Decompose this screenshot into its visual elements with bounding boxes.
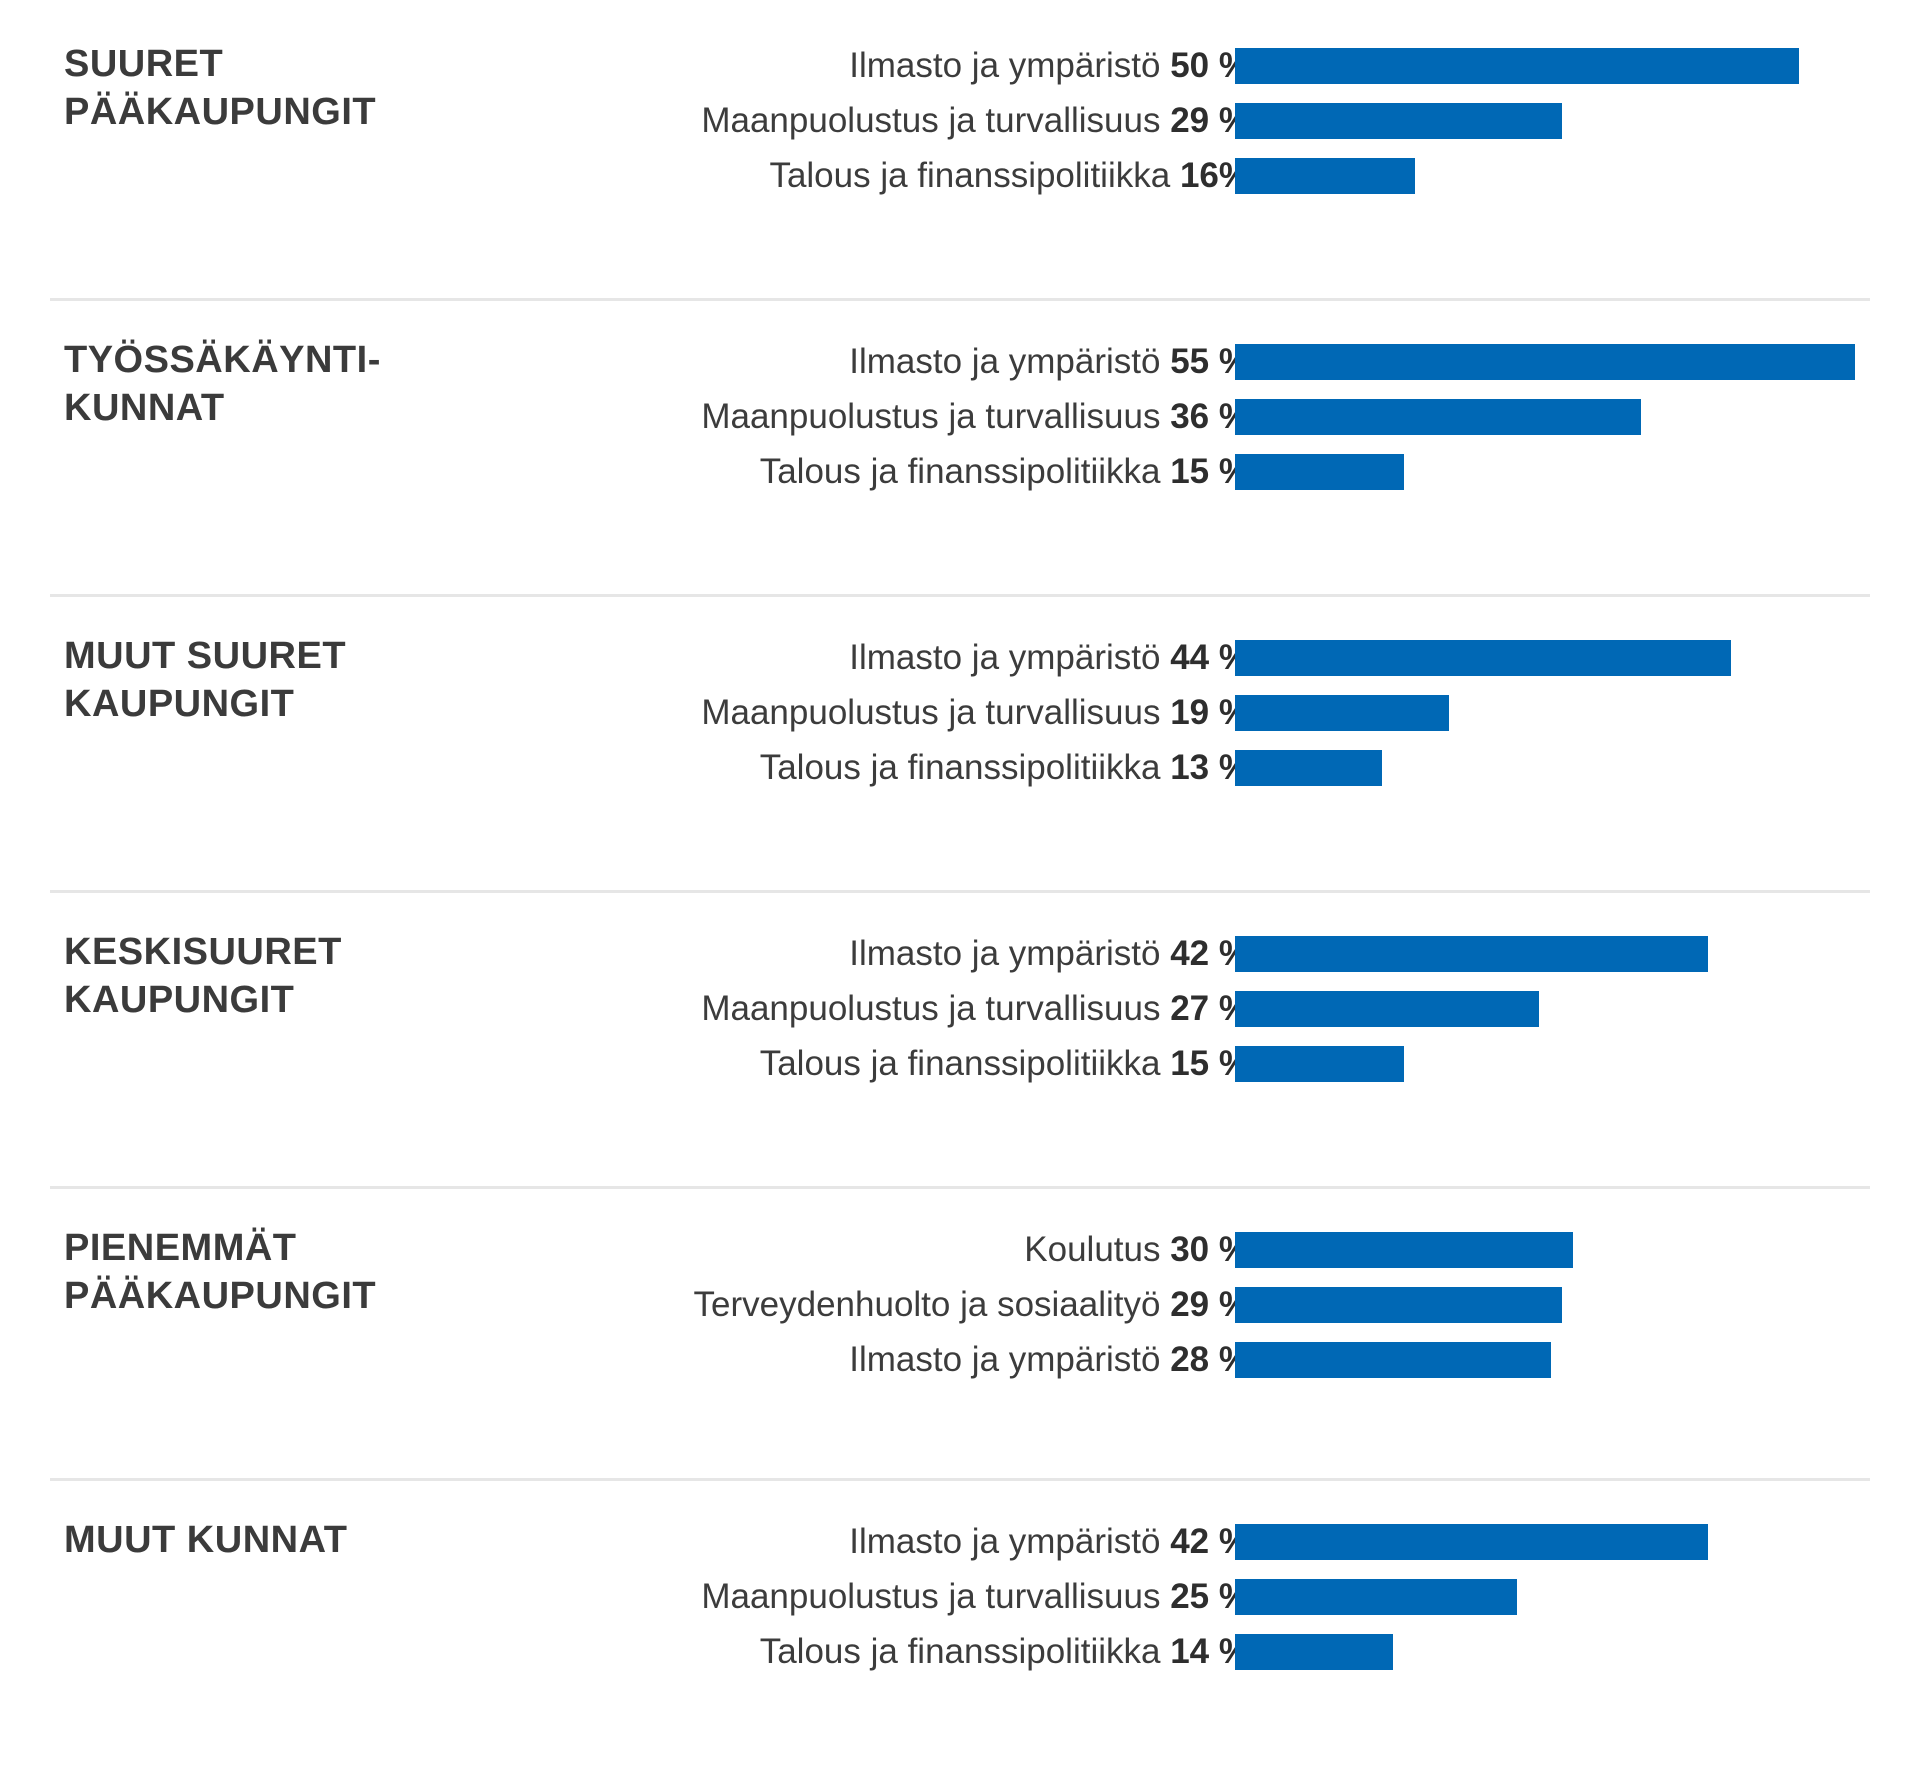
bar bbox=[1235, 1287, 1562, 1323]
bar-label: Maanpuolustus ja turvallisuus 19 % bbox=[701, 691, 1250, 735]
bar bbox=[1235, 344, 1855, 380]
bar-label: Maanpuolustus ja turvallisuus 36 % bbox=[701, 395, 1250, 439]
bar-label: Terveydenhuolto ja sosiaalityö 29 % bbox=[694, 1283, 1250, 1327]
chart-group: KESKISUURET KAUPUNGIT Ilmasto ja ympärist… bbox=[50, 888, 1870, 1184]
bar-row: Ilmasto ja ympäristö 42 % bbox=[50, 928, 1870, 984]
bar bbox=[1235, 936, 1708, 972]
chart-group: SUURET PÄÄKAUPUNGIT Ilmasto ja ympäristö … bbox=[50, 0, 1870, 296]
bar-row: Ilmasto ja ympäristö 42 % bbox=[50, 1516, 1870, 1572]
bar-row: Ilmasto ja ympäristö 44 % bbox=[50, 632, 1870, 688]
bar-row: Koulutus 30 % bbox=[50, 1224, 1870, 1280]
bar bbox=[1235, 399, 1641, 435]
bar-label: Talous ja finanssipolitiikka 15 % bbox=[760, 450, 1250, 494]
bar-row: Talous ja finanssipolitiikka 15 % bbox=[50, 1038, 1870, 1094]
bar bbox=[1235, 1579, 1517, 1615]
group-divider bbox=[50, 594, 1870, 597]
bar-label: Ilmasto ja ympäristö 44 % bbox=[849, 636, 1250, 680]
bar-label: Koulutus 30 % bbox=[1024, 1228, 1250, 1272]
category-name: Talous ja finanssipolitiikka bbox=[759, 748, 1161, 787]
bar-row: Ilmasto ja ympäristö 50 % bbox=[50, 40, 1870, 96]
bar-row: Terveydenhuolto ja sosiaalityö 29 % bbox=[50, 1279, 1870, 1335]
chart-group: MUUT KUNNAT Ilmasto ja ympäristö 42 % Maan… bbox=[50, 1476, 1870, 1772]
bar-label: Maanpuolustus ja turvallisuus 27 % bbox=[701, 987, 1250, 1031]
category-name: Talous ja finanssipolitiikka bbox=[769, 156, 1171, 195]
bar-label: Ilmasto ja ympäristö 50 % bbox=[849, 44, 1250, 88]
bar-label: Ilmasto ja ympäristö 42 % bbox=[849, 932, 1250, 976]
bar-label: Talous ja finanssipolitiikka 13 % bbox=[760, 746, 1250, 790]
bar bbox=[1235, 695, 1449, 731]
category-name: Ilmasto ja ympäristö bbox=[849, 1522, 1161, 1561]
bar-label: Maanpuolustus ja turvallisuus 29 % bbox=[701, 99, 1250, 143]
chart-group: TYÖSSÄKÄYNTI- KUNNAT Ilmasto ja ympäristö… bbox=[50, 296, 1870, 592]
bar-label: Maanpuolustus ja turvallisuus 25 % bbox=[701, 1575, 1250, 1619]
category-name: Maanpuolustus ja turvallisuus bbox=[701, 101, 1161, 140]
bar bbox=[1235, 1046, 1404, 1082]
bar-row: Maanpuolustus ja turvallisuus 27 % bbox=[50, 983, 1870, 1039]
group-divider bbox=[50, 1478, 1870, 1481]
bar-label: Talous ja finanssipolitiikka 15 % bbox=[760, 1042, 1250, 1086]
category-name: Talous ja finanssipolitiikka bbox=[759, 1044, 1161, 1083]
chart-group: MUUT SUURET KAUPUNGIT Ilmasto ja ympärist… bbox=[50, 592, 1870, 888]
bar bbox=[1235, 454, 1404, 490]
category-name: Ilmasto ja ympäristö bbox=[849, 1340, 1161, 1379]
bar bbox=[1235, 1232, 1573, 1268]
bar bbox=[1235, 1342, 1551, 1378]
bar-row: Talous ja finanssipolitiikka 15 % bbox=[50, 446, 1870, 502]
category-name: Ilmasto ja ympäristö bbox=[849, 934, 1161, 973]
category-name: Maanpuolustus ja turvallisuus bbox=[701, 989, 1161, 1028]
bar-label: Talous ja finanssipolitiikka 14 % bbox=[760, 1630, 1250, 1674]
bar-label: Ilmasto ja ympäristö 55 % bbox=[849, 340, 1250, 384]
bar-row: Maanpuolustus ja turvallisuus 36 % bbox=[50, 391, 1870, 447]
category-name: Terveydenhuolto ja sosiaalityö bbox=[693, 1285, 1161, 1324]
category-name: Ilmasto ja ympäristö bbox=[849, 342, 1161, 381]
group-title: TYÖSSÄKÄYNTI- KUNNAT bbox=[64, 339, 381, 429]
bar-row: Maanpuolustus ja turvallisuus 29 % bbox=[50, 95, 1870, 151]
group-title: MUUT SUURET KAUPUNGIT bbox=[64, 635, 347, 725]
chart-group: PIENEMMÄT PÄÄKAUPUNGIT Koulutus 30 % Terve… bbox=[50, 1184, 1870, 1480]
bar-row: Maanpuolustus ja turvallisuus 25 % bbox=[50, 1571, 1870, 1627]
category-name: Maanpuolustus ja turvallisuus bbox=[701, 1577, 1161, 1616]
group-title: KESKISUURET KAUPUNGIT bbox=[64, 931, 342, 1021]
group-title: MUUT KUNNAT bbox=[64, 1519, 348, 1561]
bar-label: Ilmasto ja ympäristö 28 % bbox=[849, 1338, 1250, 1382]
bar bbox=[1235, 640, 1731, 676]
bar-row: Maanpuolustus ja turvallisuus 19 % bbox=[50, 687, 1870, 743]
bar bbox=[1235, 750, 1382, 786]
bar-row: Ilmasto ja ympäristö 28 % bbox=[50, 1334, 1870, 1390]
grouped-bar-chart: SUURET PÄÄKAUPUNGIT Ilmasto ja ympäristö … bbox=[50, 0, 1870, 1671]
category-name: Maanpuolustus ja turvallisuus bbox=[701, 397, 1161, 436]
category-name: Ilmasto ja ympäristö bbox=[849, 638, 1161, 677]
group-divider bbox=[50, 298, 1870, 301]
bar bbox=[1235, 1634, 1393, 1670]
group-divider bbox=[50, 1186, 1870, 1189]
bar bbox=[1235, 48, 1799, 84]
bar-row: Ilmasto ja ympäristö 55 % bbox=[50, 336, 1870, 392]
category-name: Talous ja finanssipolitiikka bbox=[759, 1632, 1161, 1671]
bar-label: Ilmasto ja ympäristö 42 % bbox=[849, 1520, 1250, 1564]
bar bbox=[1235, 103, 1562, 139]
bar-row: Talous ja finanssipolitiikka 14 % bbox=[50, 1626, 1870, 1682]
category-name: Maanpuolustus ja turvallisuus bbox=[701, 693, 1161, 732]
category-name: Talous ja finanssipolitiikka bbox=[759, 452, 1161, 491]
bar-row: Talous ja finanssipolitiikka 16% bbox=[50, 150, 1870, 206]
bar-row: Talous ja finanssipolitiikka 13 % bbox=[50, 742, 1870, 798]
category-name: Koulutus bbox=[1024, 1230, 1161, 1269]
bar bbox=[1235, 158, 1415, 194]
category-name: Ilmasto ja ympäristö bbox=[849, 46, 1161, 85]
bar bbox=[1235, 991, 1539, 1027]
group-title: SUURET PÄÄKAUPUNGIT bbox=[64, 43, 377, 133]
group-title: PIENEMMÄT PÄÄKAUPUNGIT bbox=[64, 1227, 377, 1317]
bar bbox=[1235, 1524, 1708, 1560]
group-divider bbox=[50, 890, 1870, 893]
bar-label: Talous ja finanssipolitiikka 16% bbox=[769, 154, 1250, 198]
